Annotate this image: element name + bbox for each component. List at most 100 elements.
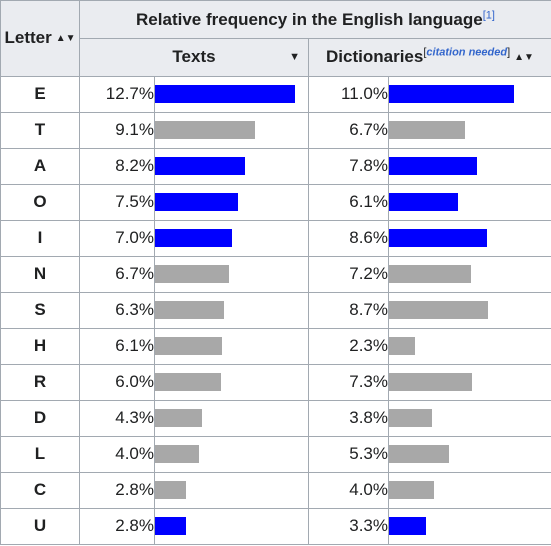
texts-bar-cell [154, 147, 309, 185]
texts-frequency-bar [155, 445, 199, 464]
dictionaries-frequency-bar [389, 445, 449, 464]
texts-percent-cell: 9.1% [79, 111, 155, 149]
frequency-group-header: Relative frequency in the English langua… [79, 0, 551, 39]
letter-header-label: Letter [4, 28, 52, 48]
texts-frequency-bar [155, 85, 295, 104]
citation-bracket-close: ] [507, 46, 511, 59]
texts-frequency-bar [155, 409, 202, 428]
dictionaries-percent-cell: 2.3% [308, 327, 389, 365]
dictionaries-bar-cell [388, 471, 551, 509]
texts-frequency-bar [155, 193, 238, 212]
citation-needed-link[interactable]: citation needed [426, 46, 508, 59]
dictionaries-bar-cell [388, 399, 551, 437]
table-row: I 7.0% 8.6% [0, 219, 551, 257]
table-row: C 2.8% 4.0% [0, 471, 551, 509]
texts-percent-cell: 2.8% [79, 507, 155, 545]
dictionaries-percent-cell: 6.1% [308, 183, 389, 221]
texts-bar-cell [154, 255, 309, 293]
dictionaries-column-header[interactable]: Dictionaries[citation needed] ▲▼ [308, 38, 551, 77]
letter-cell: R [0, 363, 80, 401]
texts-frequency-bar [155, 481, 186, 500]
texts-bar-cell [154, 471, 309, 509]
texts-percent-cell: 8.2% [79, 147, 155, 185]
dictionaries-bar-cell [388, 507, 551, 545]
dictionaries-percent-cell: 7.3% [308, 363, 389, 401]
texts-percent-cell: 4.0% [79, 435, 155, 473]
citation-superscript: [citation needed] [423, 46, 510, 58]
dictionaries-frequency-bar [389, 481, 434, 500]
citation-bracket-open: [ [423, 46, 427, 59]
texts-bar-cell [154, 291, 309, 329]
table-row: O 7.5% 6.1% [0, 183, 551, 221]
dictionaries-bar-cell [388, 363, 551, 401]
texts-percent-cell: 7.5% [79, 183, 155, 221]
dictionaries-percent-cell: 5.3% [308, 435, 389, 473]
dictionaries-bar-cell [388, 147, 551, 185]
dictionaries-frequency-bar [389, 265, 471, 284]
texts-frequency-bar [155, 265, 229, 284]
dictionaries-percent-cell: 11.0% [308, 75, 389, 113]
texts-column-header[interactable]: Texts ▼ [79, 38, 309, 77]
dictionaries-frequency-bar [389, 409, 432, 428]
table-row: T 9.1% 6.7% [0, 111, 551, 149]
dictionaries-header-label: Dictionaries [326, 47, 424, 66]
texts-frequency-bar [155, 157, 245, 176]
texts-bar-cell [154, 507, 309, 545]
texts-bar-cell [154, 183, 309, 221]
reference-link[interactable]: [1] [482, 8, 495, 21]
letter-cell: C [0, 471, 80, 509]
dictionaries-percent-cell: 4.0% [308, 471, 389, 509]
table-row: D 4.3% 3.8% [0, 399, 551, 437]
letter-cell: E [0, 75, 80, 113]
dictionaries-frequency-bar [389, 229, 487, 248]
dictionaries-frequency-bar [389, 193, 458, 212]
dictionaries-frequency-bar [389, 85, 514, 104]
dictionaries-bar-cell [388, 111, 551, 149]
letter-cell: L [0, 435, 80, 473]
texts-percent-cell: 2.8% [79, 471, 155, 509]
dictionaries-percent-cell: 6.7% [308, 111, 389, 149]
table-row: R 6.0% 7.3% [0, 363, 551, 401]
dictionaries-frequency-bar [389, 337, 415, 356]
dictionaries-bar-cell [388, 75, 551, 113]
texts-frequency-bar [155, 121, 255, 140]
table-row: E 12.7% 11.0% [0, 75, 551, 113]
letter-cell: T [0, 111, 80, 149]
texts-frequency-bar [155, 337, 222, 356]
texts-percent-cell: 4.3% [79, 399, 155, 437]
table-row: L 4.0% 5.3% [0, 435, 551, 473]
texts-percent-cell: 6.1% [79, 327, 155, 365]
letter-cell: D [0, 399, 80, 437]
texts-percent-cell: 6.0% [79, 363, 155, 401]
reference-superscript: [1] [483, 9, 495, 21]
texts-percent-cell: 12.7% [79, 75, 155, 113]
sort-up-down-icon[interactable]: ▲▼ [55, 33, 76, 45]
texts-bar-cell [154, 75, 309, 113]
texts-bar-cell [154, 327, 309, 365]
dictionaries-percent-cell: 8.6% [308, 219, 389, 257]
sort-up-down-icon[interactable]: ▲▼ [514, 51, 534, 63]
table-row: N 6.7% 7.2% [0, 255, 551, 293]
letter-cell: H [0, 327, 80, 365]
frequency-group-label: Relative frequency in the English langua… [136, 9, 483, 29]
table-row: A 8.2% 7.8% [0, 147, 551, 185]
texts-header-label: Texts [172, 47, 216, 66]
texts-bar-cell [154, 111, 309, 149]
dictionaries-frequency-bar [389, 517, 426, 536]
dictionaries-percent-cell: 8.7% [308, 291, 389, 329]
dictionaries-bar-cell [388, 255, 551, 293]
texts-bar-cell [154, 399, 309, 437]
dictionaries-bar-cell [388, 291, 551, 329]
texts-bar-cell [154, 219, 309, 257]
texts-percent-cell: 6.3% [79, 291, 155, 329]
dictionaries-percent-cell: 7.2% [308, 255, 389, 293]
letter-cell: A [0, 147, 80, 185]
dictionaries-percent-cell: 3.3% [308, 507, 389, 545]
dictionaries-frequency-bar [389, 157, 477, 176]
letter-cell: I [0, 219, 80, 257]
letter-cell: N [0, 255, 80, 293]
letter-column-header[interactable]: Letter ▲▼ [0, 0, 80, 77]
dictionaries-bar-cell [388, 183, 551, 221]
dictionaries-frequency-bar [389, 121, 465, 140]
sort-down-icon[interactable]: ▼ [289, 51, 300, 64]
